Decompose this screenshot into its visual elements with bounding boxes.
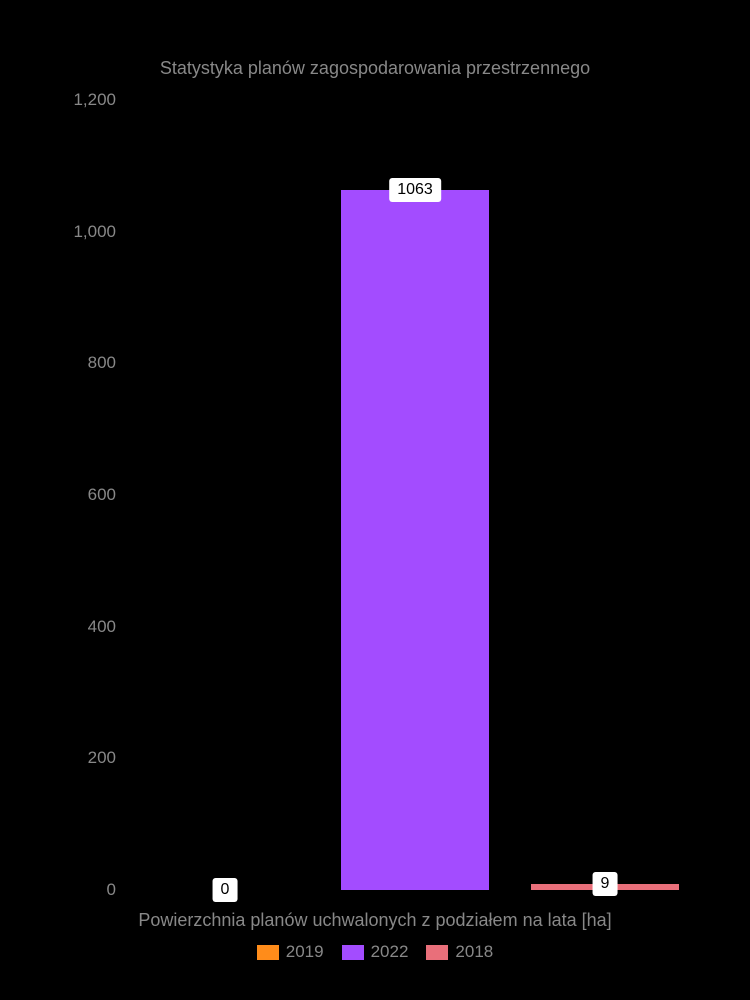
legend-item-2022: 2022 bbox=[342, 942, 409, 962]
y-tick: 400 bbox=[88, 617, 116, 637]
legend-swatch bbox=[426, 945, 448, 960]
y-tick: 1,200 bbox=[73, 90, 116, 110]
bar-label-2018: 9 bbox=[593, 872, 618, 896]
bar-label-2022: 1063 bbox=[389, 178, 441, 202]
y-tick: 600 bbox=[88, 485, 116, 505]
y-tick: 200 bbox=[88, 748, 116, 768]
legend-item-2018: 2018 bbox=[426, 942, 493, 962]
y-tick: 0 bbox=[107, 880, 116, 900]
legend-swatch bbox=[342, 945, 364, 960]
legend-label: 2018 bbox=[455, 942, 493, 962]
legend: 2019 2022 2018 bbox=[0, 942, 750, 962]
y-tick: 800 bbox=[88, 353, 116, 373]
bar-label-2019: 0 bbox=[213, 878, 238, 902]
x-axis-title: Powierzchnia planów uchwalonych z podzia… bbox=[0, 910, 750, 931]
legend-swatch bbox=[257, 945, 279, 960]
chart-container: Statystyka planów zagospodarowania przes… bbox=[0, 0, 750, 1000]
plot-area: 02004006008001,0001,200010639 bbox=[130, 100, 700, 890]
chart-title: Statystyka planów zagospodarowania przes… bbox=[0, 58, 750, 79]
legend-item-2019: 2019 bbox=[257, 942, 324, 962]
legend-label: 2019 bbox=[286, 942, 324, 962]
y-tick: 1,000 bbox=[73, 222, 116, 242]
bar-2022 bbox=[341, 190, 489, 890]
legend-label: 2022 bbox=[371, 942, 409, 962]
